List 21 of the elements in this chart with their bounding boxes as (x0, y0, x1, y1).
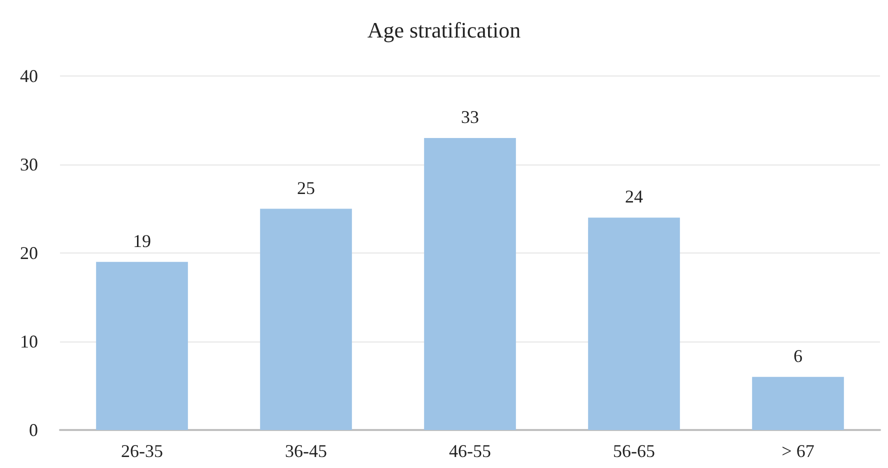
x-tick-label: > 67 (782, 441, 814, 461)
bar (588, 218, 680, 430)
chart-title: Age stratification (367, 18, 521, 42)
bar (752, 376, 844, 430)
y-tick-label: 0 (29, 420, 38, 440)
data-label: 33 (461, 106, 479, 127)
y-tick-label: 40 (20, 66, 38, 86)
x-tick-label: 56-65 (613, 441, 655, 461)
data-label: 19 (133, 230, 151, 251)
data-label: 6 (794, 346, 802, 366)
bar (424, 138, 516, 430)
x-tick-label: 46-55 (449, 441, 491, 461)
x-tick-label: 36-45 (285, 441, 327, 461)
bar (96, 262, 188, 430)
x-tick-label: 26-35 (121, 441, 163, 461)
y-tick-label: 20 (20, 243, 38, 263)
data-label: 24 (625, 186, 643, 207)
data-label: 25 (297, 178, 315, 198)
bar (260, 208, 352, 430)
y-tick-label: 10 (20, 332, 38, 352)
y-tick-label: 30 (20, 154, 38, 174)
